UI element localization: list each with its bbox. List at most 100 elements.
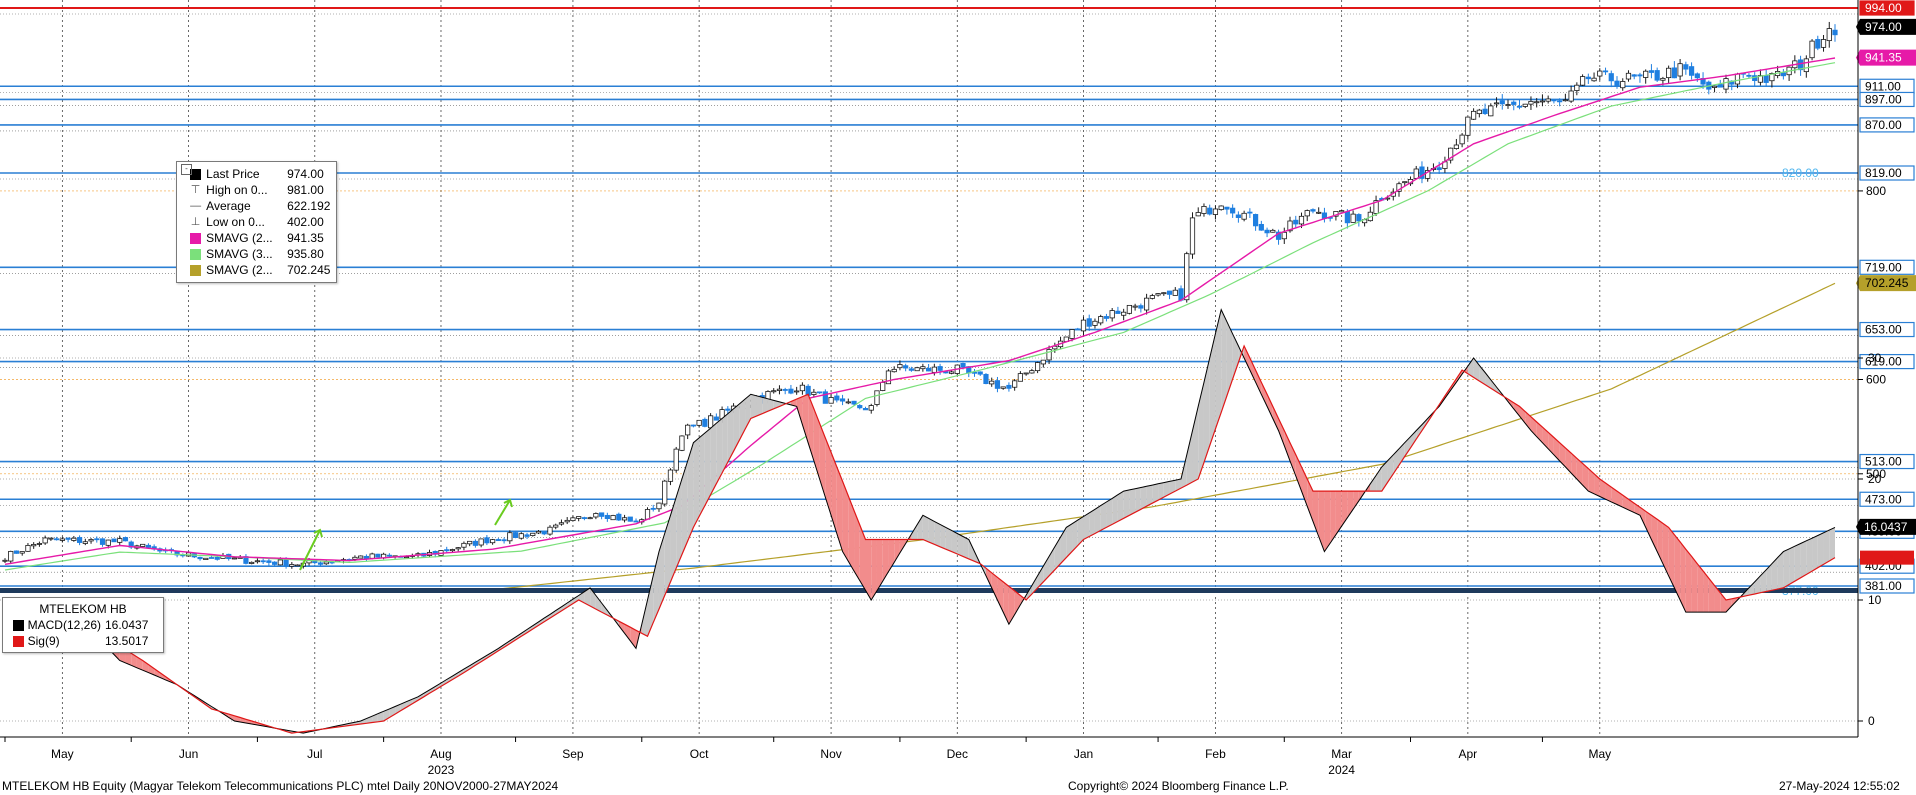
macd-area-fill [572,595,579,604]
arrow-head-icon [503,498,513,508]
macd-area-fill [1014,590,1021,615]
y-tick-label: 600 [1866,373,1886,387]
candle-body [1287,220,1293,232]
collapse-icon[interactable]: - [181,164,192,175]
candle-body [1683,64,1689,70]
macd-area-fill [1794,543,1801,582]
candle-body [862,408,869,411]
macd-area-fill [131,653,137,668]
macd-area-fill [1353,491,1359,510]
candle-body [1803,58,1809,73]
macd-area-fill [716,418,723,484]
macd-area-fill [1812,535,1818,572]
macd-area-fill [722,413,728,473]
macd-area-fill [945,527,952,552]
level-tag [1859,578,1915,594]
macd-area-fill [1485,372,1491,389]
macd-area-fill [1817,532,1824,568]
candle-body [1402,181,1408,184]
candle-body [1820,39,1827,48]
arrow-head-icon [313,528,323,538]
legend-row: SMAVG (3... 935.80 [177,246,336,262]
macd-area-fill [1290,442,1296,476]
month-label: Jul [307,747,322,761]
candle-body [1654,70,1660,81]
macd-area-fill [1399,442,1405,466]
macd-area-fill [854,510,860,581]
macd-area-fill [1467,358,1474,378]
macd-area-fill [865,539,872,600]
candle-body [455,547,461,550]
level-tag [1859,91,1915,108]
lightgreen-square-icon [189,247,202,261]
candle-body [535,530,542,534]
level-tag [1859,491,1915,507]
price-legend[interactable]: - Last Price 974.00 ⊤ High on 0... 981.00 — Av… [176,161,337,283]
macd-area-fill [1766,563,1772,592]
value-tag [1856,18,1916,35]
macd-area-fill [1169,480,1176,495]
signal-value: 13.5017 [104,634,149,648]
candle-body [1551,99,1557,102]
macd-y-tick-label: 10 [1868,593,1882,607]
candle-body [943,371,949,374]
macd-area-fill [1691,556,1698,613]
macd-area-fill [630,627,637,649]
candle-body [1029,370,1035,374]
candle-body [1476,109,1482,115]
y-tick-label: 500 [1866,467,1886,481]
macd-area-fill [911,524,918,540]
macd-area-fill [1215,309,1222,430]
candle-body [1023,372,1029,375]
candle-body [960,363,966,368]
macd-area-fill [452,672,459,680]
macd-area-fill [1152,483,1159,504]
candle-body [1115,310,1121,314]
macd-area-fill [446,676,453,683]
candle-body [604,514,610,520]
candle-body [874,390,880,405]
candle-body [65,537,71,540]
macd-area-fill [1410,430,1417,448]
candle-body [518,533,524,539]
macd-legend[interactable]: MTELEKOM HB MACD(12,26) 16.0437 Sig(9) 1… [2,597,164,653]
candle-body [1344,211,1350,224]
candle-body [1293,219,1299,225]
macd-area-fill [888,539,895,572]
macd-area-fill [1026,585,1032,600]
legend-value: 402.00 [287,215,324,229]
macd-area-fill [423,689,430,697]
macd-area-fill [1094,505,1101,534]
macd-area-fill [1760,569,1767,593]
macd-area-fill [1117,491,1124,522]
macd-area-fill [429,686,436,694]
macd-area-fill [1083,512,1090,540]
candle-body [1488,105,1494,117]
candle-body [828,397,834,404]
macd-area-fill [1072,520,1078,552]
candle-body [880,382,886,391]
month-label: Mar [1331,747,1352,761]
candle-body [690,424,697,427]
candle-body [76,537,83,543]
legend-row: — Average 622.192 [177,198,336,214]
macd-area-fill [1186,430,1193,486]
macd-area-fill [360,718,367,725]
candle-body [1098,316,1104,324]
candle-body [1511,101,1517,105]
footer-copyright: Copyright© 2024 Bloomberg Finance L.P. [1068,779,1289,793]
macd-area-fill [1800,540,1807,578]
magenta-square-icon [189,231,202,245]
macd-area-fill [544,614,550,622]
candle-body [621,517,628,521]
legend-label: Average [206,199,251,213]
candle-body [1597,70,1603,77]
candle-body [1155,293,1161,296]
macd-area-fill [1267,394,1273,419]
candle-body [851,400,857,405]
macd-area-fill [894,539,900,563]
candle-body [294,564,301,567]
macd-area-fill [1370,475,1377,492]
macd-area-fill [876,539,883,591]
